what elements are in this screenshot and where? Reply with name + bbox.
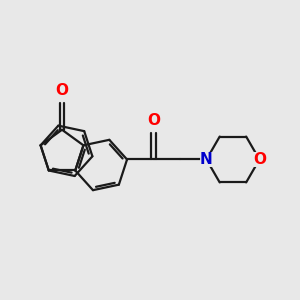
Text: O: O <box>147 113 160 128</box>
Text: N: N <box>200 152 213 167</box>
Text: O: O <box>253 152 266 167</box>
Text: O: O <box>56 83 68 98</box>
